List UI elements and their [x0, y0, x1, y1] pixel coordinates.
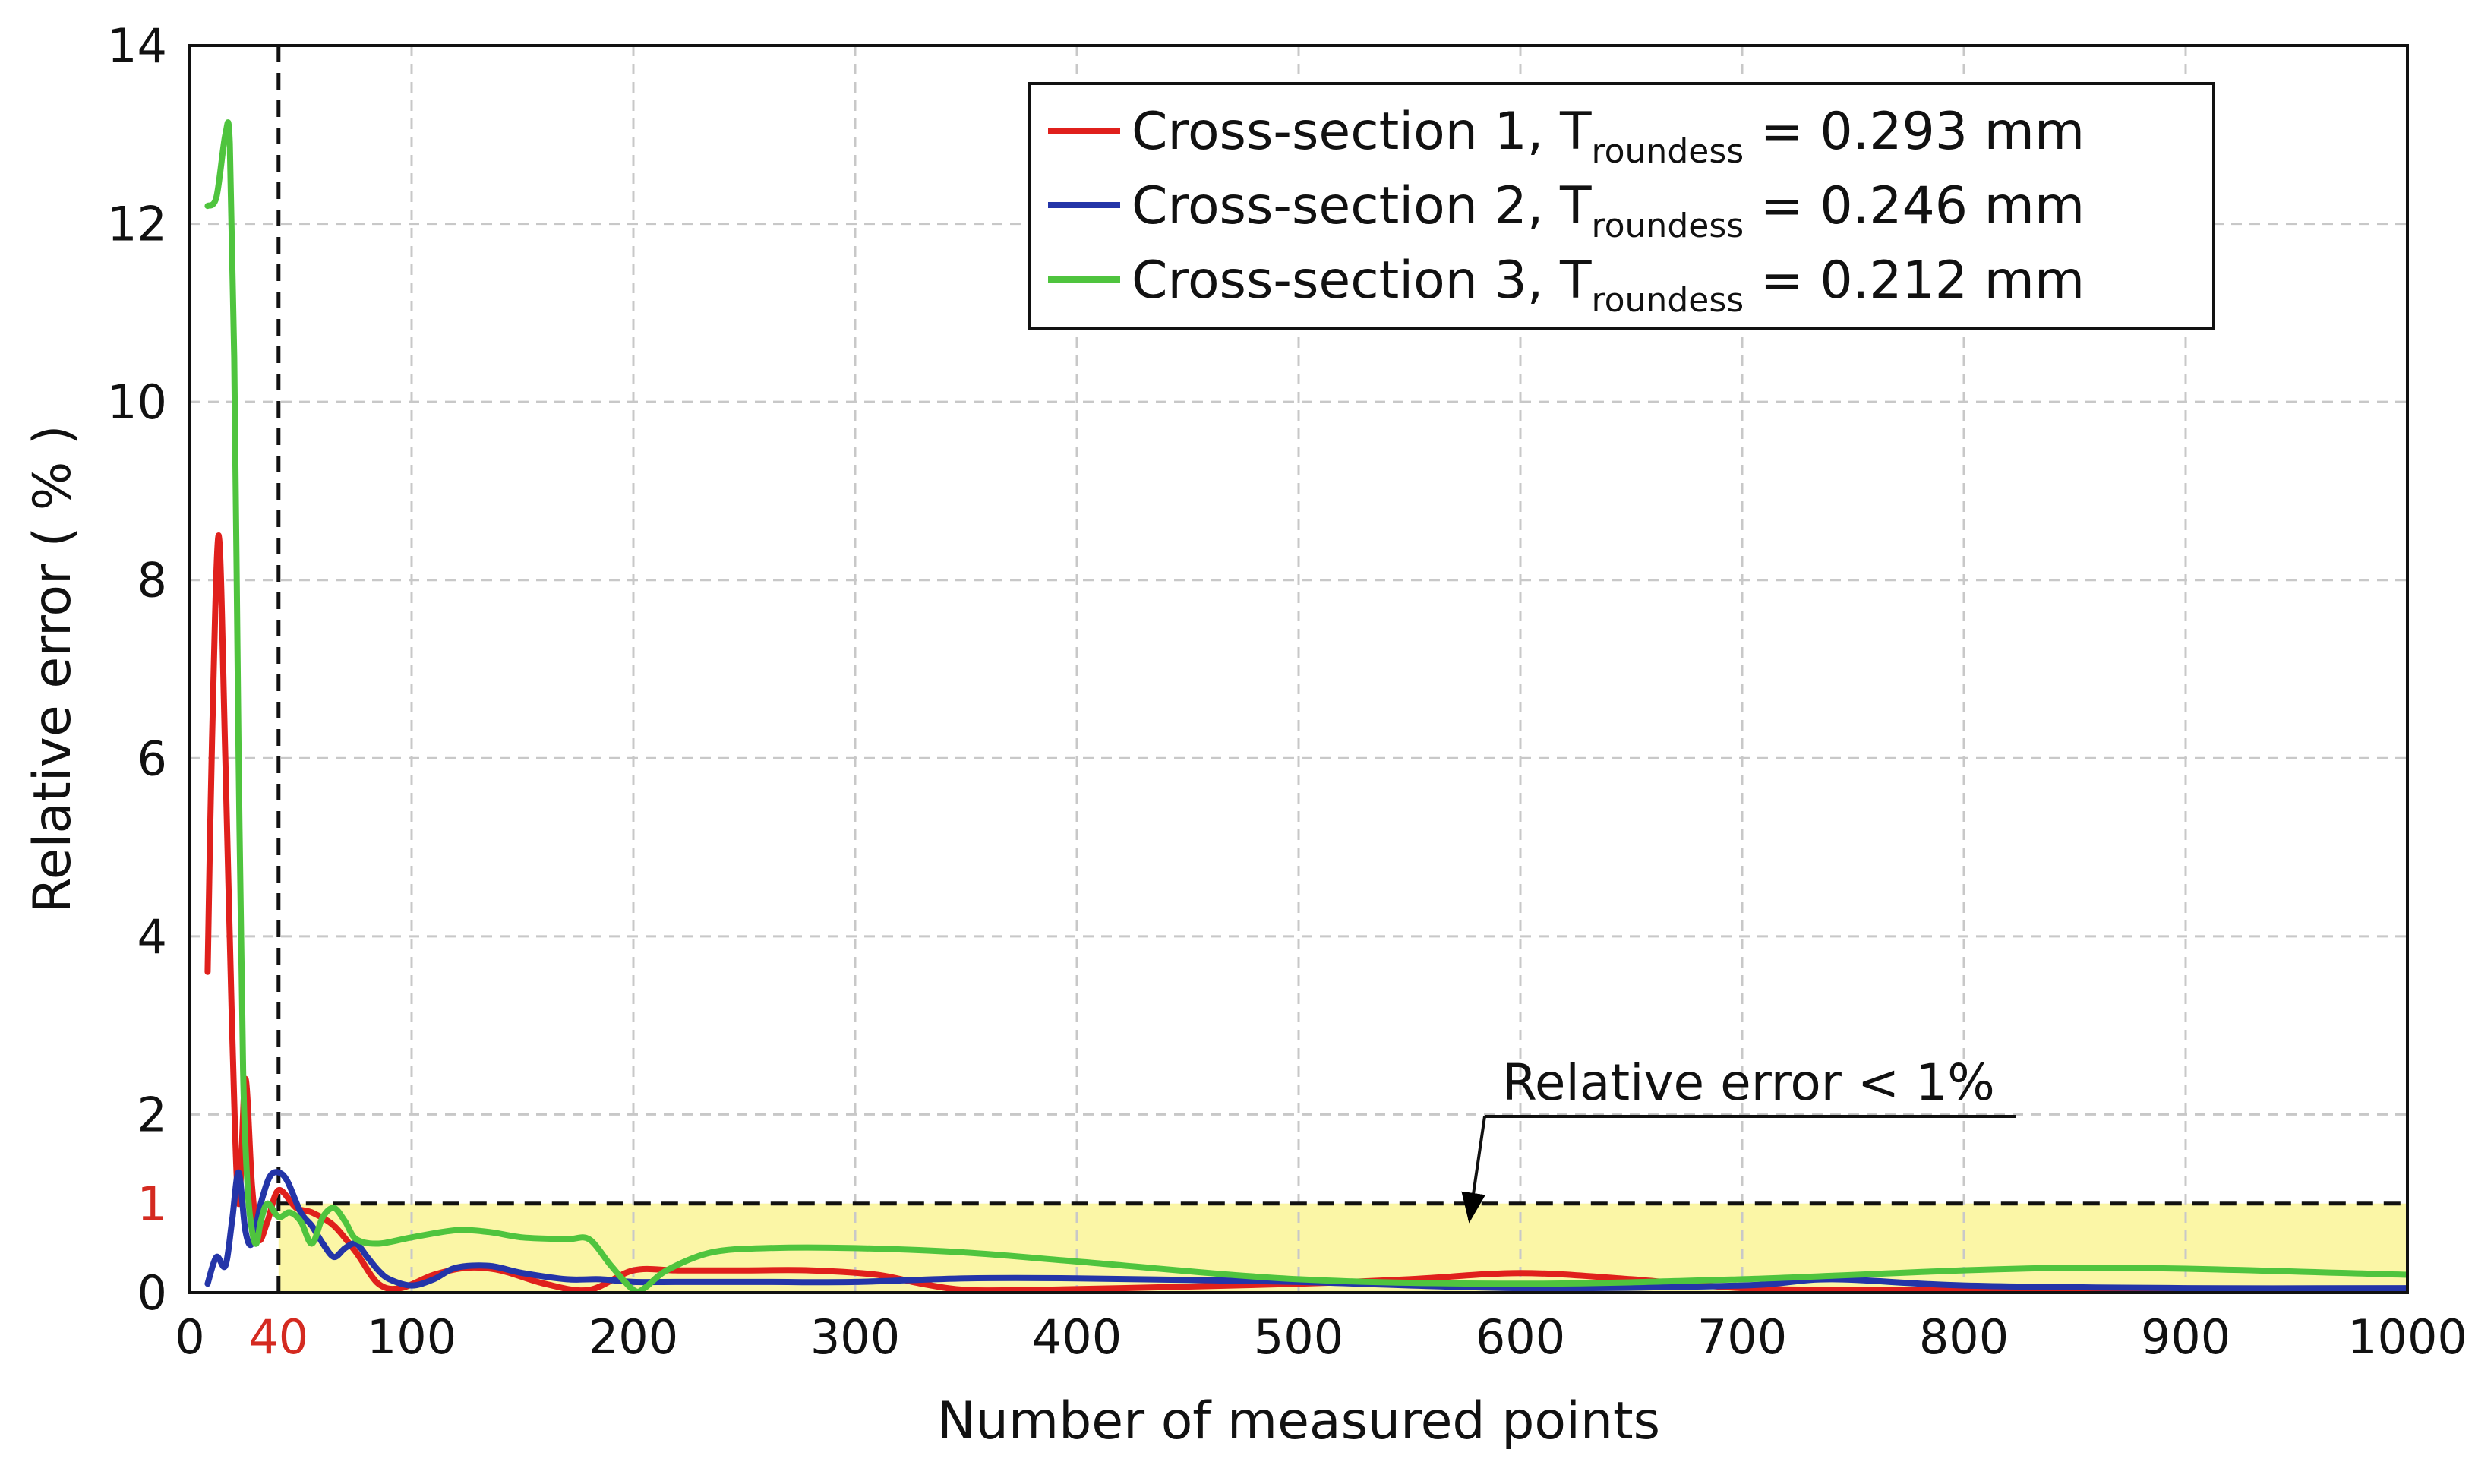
series-layer [204, 119, 2407, 1293]
legend-label-2: Cross-section 2, Troundess = 0.246 mm [1132, 176, 2085, 245]
series-line-1 [204, 532, 2407, 1293]
y-tick-label: 2 [137, 1087, 167, 1142]
x-axis-ticks: 0 100 200 300 400 500 600 700 800 900 1000 40 [175, 1309, 2467, 1365]
x-tick-label: 700 [1697, 1309, 1787, 1365]
legend: Cross-section 1, Troundess = 0.293 mmCro… [1028, 82, 2215, 330]
legend-label-3: Cross-section 3, Troundess = 0.212 mm [1132, 251, 2085, 320]
y-tick-label: 10 [107, 374, 167, 430]
plot-frame [188, 44, 2409, 1294]
x-axis-label: Number of measured points [937, 1391, 1660, 1451]
legend-label-1: Cross-section 1, Troundess = 0.293 mm [1132, 102, 2085, 171]
series-line-3 [204, 119, 2407, 1293]
y-axis-label: Relative error ( % ) [23, 425, 83, 914]
y-axis-ticks: 0 2 4 6 8 10 12 14 1 [107, 18, 167, 1321]
x-tick-label: 400 [1032, 1309, 1122, 1365]
y-tick-label: 0 [137, 1265, 167, 1321]
y-tick-label: 8 [137, 553, 167, 608]
x-tick-label: 500 [1254, 1309, 1343, 1365]
x-tick-label: 600 [1476, 1309, 1565, 1365]
annotation-arrow [1461, 1116, 1486, 1224]
y-tick-label: 12 [107, 197, 167, 252]
y-tick-label: 4 [137, 909, 167, 965]
y-tick-label-highlight: 1 [137, 1176, 167, 1232]
series-line-2 [204, 1169, 2407, 1292]
x-tick-label: 300 [810, 1309, 900, 1365]
x-tick-label-highlight: 40 [248, 1309, 308, 1365]
y-tick-label: 14 [107, 18, 167, 74]
annotation: Relative error < 1% [1461, 1053, 2016, 1224]
legend-box [1028, 82, 2215, 330]
y-tick-label: 6 [137, 731, 167, 786]
x-tick-label: 800 [1919, 1309, 2009, 1365]
x-tick-label: 0 [175, 1309, 204, 1365]
annotation-text: Relative error < 1% [1502, 1053, 1995, 1112]
x-tick-label: 200 [589, 1309, 678, 1365]
x-tick-label: 100 [367, 1309, 456, 1365]
x-tick-label: 900 [2141, 1309, 2230, 1365]
x-tick-label: 1000 [2347, 1309, 2467, 1365]
